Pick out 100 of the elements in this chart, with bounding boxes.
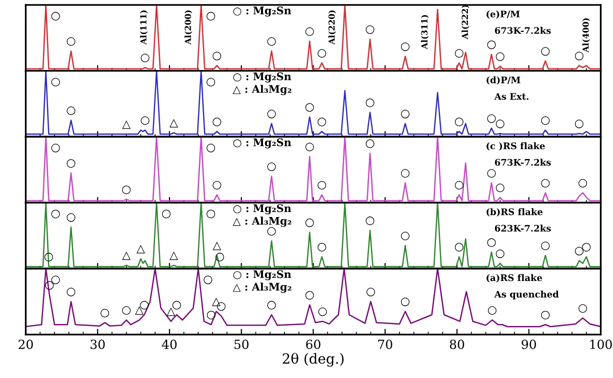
annotation: ○ <box>66 213 76 222</box>
annotation: ○ <box>66 37 76 46</box>
annotation: Al(200) <box>184 10 192 45</box>
annotation: ○ <box>162 210 171 218</box>
annotation: ○ <box>454 118 464 126</box>
x-tick-label: 90 <box>522 340 536 350</box>
annotation: ○ <box>66 159 76 168</box>
annotation: ○ <box>267 227 276 236</box>
x-tick-label: 100 <box>590 340 612 350</box>
annotation: ○ <box>578 304 588 313</box>
annotation: Al(111) <box>140 10 148 45</box>
annotation: ○ <box>140 116 150 125</box>
annotation: ○ <box>366 139 374 148</box>
annotation: ○ <box>496 184 504 192</box>
annotation: ○ <box>267 37 276 46</box>
annotation: ○ <box>541 310 550 320</box>
x-tick-label: 20 <box>18 340 33 350</box>
annotation: (a)RS flake <box>486 274 542 282</box>
x-tick-label: 50 <box>234 340 248 350</box>
annotation: ○ <box>366 216 374 226</box>
annotation: △ <box>166 308 176 316</box>
annotation: △ <box>136 244 145 254</box>
annotation: △ <box>170 252 178 260</box>
annotation: ○ <box>305 218 314 228</box>
x-tick-label: 80 <box>450 340 464 350</box>
annotation: ○ <box>401 169 410 178</box>
annotation: ○ <box>140 54 150 62</box>
annotation: ○ <box>496 250 504 258</box>
annotation: ○ <box>574 52 584 60</box>
annotation: ○ <box>267 300 276 310</box>
annotation: ○ <box>401 298 410 306</box>
annotation: ○ <box>541 47 550 56</box>
annotation: Al(400) <box>582 18 590 53</box>
annotation: △ <box>122 120 131 129</box>
annotation: ○ <box>66 106 76 116</box>
annotation: ○ <box>267 162 276 172</box>
annotation: ○ <box>51 12 60 20</box>
annotation: ○ : Mg₂Sn <box>233 72 292 82</box>
annotation: ○ <box>305 27 314 36</box>
annotation: Al(220) <box>328 10 336 45</box>
annotation: 623K-7.2ks <box>494 224 551 232</box>
annotation: ○ <box>318 118 326 126</box>
annotation: ○ <box>51 78 60 86</box>
annotation: ○ : Mg₂Sn <box>233 204 292 214</box>
annotation: ○ <box>122 306 131 315</box>
x-tick-label: 60 <box>306 340 320 350</box>
annotation: ○ <box>305 103 314 112</box>
annotation: ○ <box>487 114 496 123</box>
annotation: ○ <box>318 242 326 252</box>
annotation: ○ <box>51 144 60 152</box>
annotation: (e)P/M <box>486 10 520 19</box>
annotation: ○ <box>574 120 584 128</box>
annotation: △ <box>122 252 131 260</box>
annotation: ○ <box>51 210 60 218</box>
x-axis-title: 2θ (deg.) <box>282 352 344 367</box>
annotation: ○ <box>487 238 496 247</box>
annotation: ○ <box>578 178 588 188</box>
annotation: ○ <box>366 25 374 34</box>
annotation: Al(311) <box>421 15 429 50</box>
annotation: ○ <box>454 242 464 252</box>
x-tick-label: 40 <box>162 340 177 350</box>
annotation: ○ <box>318 308 327 316</box>
annotation: ○ <box>401 232 410 240</box>
annotation: ○ <box>172 300 181 310</box>
annotation: ○ <box>541 116 550 125</box>
annotation: ○ <box>212 180 222 190</box>
annotation: ○ <box>496 52 504 61</box>
annotation: ○ <box>454 49 464 58</box>
annotation: △ <box>212 242 222 250</box>
annotation: ○ <box>487 40 496 50</box>
annotation: ○ <box>541 178 550 188</box>
annotation: (c )RS flake <box>486 142 545 151</box>
annotation: ○ <box>318 180 326 190</box>
x-tick-label: 30 <box>90 340 105 350</box>
annotation: ○ <box>206 78 216 86</box>
annotation: 673K-7.2ks <box>494 26 551 34</box>
annotation: ○ <box>487 169 496 178</box>
annotation: ○ <box>318 49 326 58</box>
annotation: ○ <box>204 276 212 284</box>
annotation: ○ : Mg₂Sn <box>233 138 292 148</box>
annotation: △ : Al₃Mg₂ <box>232 282 292 293</box>
annotation: ○ <box>366 288 375 296</box>
annotation: ○ <box>206 210 216 218</box>
annotation: ○ : Mg₂Sn <box>233 6 292 17</box>
annotation: ○ <box>122 186 131 194</box>
annotation: ○ <box>212 118 222 126</box>
annotation: ○ <box>488 306 496 315</box>
annotation: △ <box>170 119 178 128</box>
annotation: ○ <box>66 288 76 296</box>
annotation: ○ <box>582 242 591 252</box>
annotation: ○ <box>401 110 410 118</box>
annotation: ○ <box>401 42 410 52</box>
annotation: △ : Al₃Mg₂ <box>232 84 292 96</box>
annotation: ○ <box>496 120 504 128</box>
annotation: ○ <box>212 52 222 60</box>
annotation: ○ <box>541 242 550 250</box>
x-tick-label: 70 <box>378 340 392 350</box>
annotation: As quenched <box>494 290 559 300</box>
annotation: ○ <box>206 144 216 152</box>
annotation: (d)P/M <box>486 76 520 85</box>
